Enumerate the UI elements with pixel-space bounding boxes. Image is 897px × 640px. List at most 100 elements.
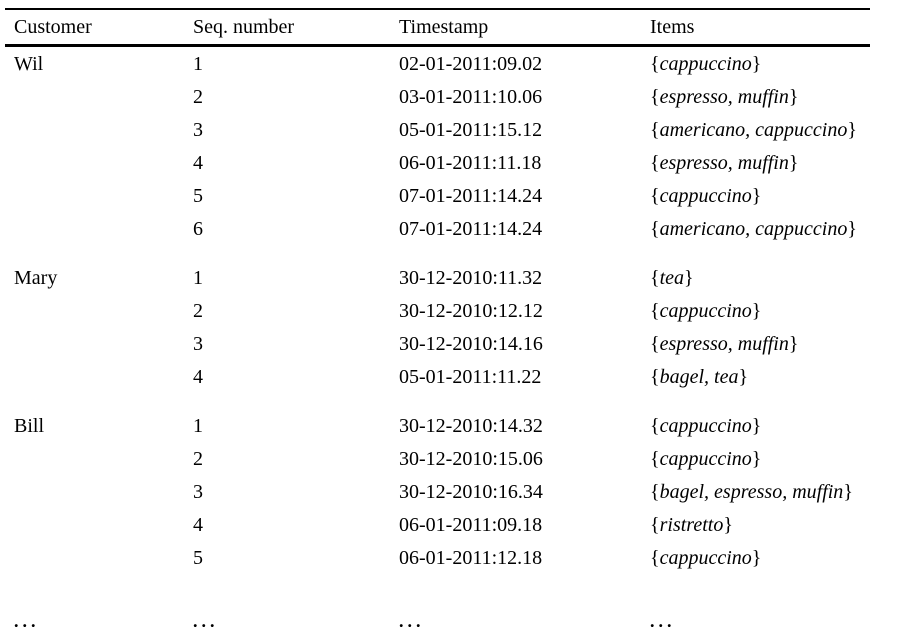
close-brace: } [751,299,762,322]
open-brace: { [650,118,660,141]
cell-items: {ristretto} [650,508,870,541]
itemset-text: bagel, espresso, muffin [659,480,844,503]
close-brace: } [684,266,694,289]
cell-seq-number: 4 [193,365,203,388]
itemset-text: cappuccino [659,299,752,322]
table-row: 4 05-01-2011:11.22 {bagel, tea} [5,360,870,393]
table-row: 2 30-12-2010:15.06 {cappuccino} [5,442,870,475]
column-header-timestamp: Timestamp [399,9,650,47]
cell-items: {tea} [650,245,870,294]
cell-timestamp: 30-12-2010:16.34 [399,480,543,503]
open-brace: { [650,447,660,470]
cell-timestamp: 06-01-2011:09.18 [399,513,543,536]
cell-seq-number: 1 [193,52,203,75]
close-brace: } [751,184,762,207]
close-brace: } [723,513,733,536]
table-body: Wil 1 02-01-2011:09.02 {cappuccino} 2 03-01-2… [5,46,870,640]
itemset-text: cappuccino [659,184,752,207]
close-brace: } [788,151,799,174]
cell-customer [5,179,193,212]
open-brace: { [650,151,660,174]
table-row: 2 30-12-2010:12.12 {cappuccino} [5,294,870,327]
cell-items: {cappuccino} [650,393,870,442]
cell-items: {espresso, muffin} [650,146,870,179]
cell-items: {bagel, tea} [650,360,870,393]
table-row: 6 07-01-2011:14.24 {americano, cappuccino} [5,212,870,245]
table-row: 2 03-01-2011:10.06 {espresso, muffin} [5,80,870,113]
column-header-seq-number: Seq. number [193,9,399,47]
open-brace: { [650,513,660,536]
cell-seq-number: 4 [193,513,203,536]
close-brace: } [788,332,799,355]
cell-customer [5,327,193,360]
itemset-text: cappuccino [659,447,752,470]
cell-seq-number: 3 [193,332,203,355]
cell-timestamp: 07-01-2011:14.24 [399,184,543,207]
open-brace: { [650,266,660,289]
itemset-text: ristretto [659,513,724,536]
cell-customer [5,541,193,574]
cell-customer [5,508,193,541]
itemset-text: americano, cappuccino [659,118,848,141]
cell-customer-ellipsis: ... [14,610,40,631]
table-row: Wil 1 02-01-2011:09.02 {cappuccino} [5,46,870,81]
open-brace: { [650,184,660,207]
open-brace: { [650,546,660,569]
itemset-text: cappuccino [659,52,752,75]
close-brace: } [751,546,762,569]
cell-seq-number: 2 [193,447,203,470]
cell-timestamp: 30-12-2010:14.32 [399,414,543,437]
close-brace: } [738,365,749,388]
cell-customer [5,113,193,146]
cell-items: {cappuccino} [650,46,870,81]
table-row: 3 30-12-2010:16.34 {bagel, espresso, muffi… [5,475,870,508]
cell-items-ellipsis: ... [650,610,676,631]
cell-customer: Bill [14,414,45,437]
cell-customer [5,80,193,113]
cell-customer: Mary [14,266,58,289]
close-brace: } [843,480,853,503]
cell-seq-number: 5 [193,184,203,207]
itemset-text: tea [659,266,685,289]
cell-seq-number: 2 [193,85,203,108]
itemset-text: bagel, tea [659,365,739,388]
cell-timestamp: 06-01-2011:12.18 [399,546,543,569]
itemset-text: espresso, muffin [659,85,789,108]
table-row: Mary 1 30-12-2010:11.32 {tea} [5,245,870,294]
close-brace: } [751,52,762,75]
cell-timestamp: 30-12-2010:11.32 [399,266,543,289]
open-brace: { [650,414,660,437]
close-brace: } [788,85,799,108]
cell-timestamp: 05-01-2011:11.22 [399,365,542,388]
cell-customer [5,146,193,179]
cell-timestamp: 30-12-2010:12.12 [399,299,543,322]
cell-timestamp: 03-01-2011:10.06 [399,85,543,108]
cell-items: {cappuccino} [650,179,870,212]
cell-customer [5,442,193,475]
close-brace: } [751,447,762,470]
cell-items: {espresso, muffin} [650,80,870,113]
column-header-customer: Customer [5,9,193,47]
cell-seq-number: 5 [193,546,203,569]
table-header: Customer Seq. number Timestamp Items [5,9,870,47]
cell-seq-ellipsis: ... [193,610,219,631]
cell-timestamp: 05-01-2011:15.12 [399,118,543,141]
open-brace: { [650,52,660,75]
table-row: 3 30-12-2010:14.16 {espresso, muffin} [5,327,870,360]
cell-seq-number: 4 [193,151,203,174]
open-brace: { [650,217,660,240]
cell-timestamp: 30-12-2010:15.06 [399,447,543,470]
open-brace: { [650,365,660,388]
customer-sequence-table: Customer Seq. number Timestamp Items Wil… [5,8,870,640]
cell-seq-number: 2 [193,299,203,322]
cell-customer [5,294,193,327]
ellipsis-row: ............ [5,574,870,640]
cell-customer [5,212,193,245]
table-row: 5 06-01-2011:12.18 {cappuccino} [5,541,870,574]
close-brace: } [847,217,857,240]
cell-timestamp-ellipsis: ... [399,610,425,631]
cell-timestamp: 06-01-2011:11.18 [399,151,542,174]
itemset-text: cappuccino [659,546,752,569]
cell-timestamp: 30-12-2010:14.16 [399,332,543,355]
table-row: 5 07-01-2011:14.24 {cappuccino} [5,179,870,212]
